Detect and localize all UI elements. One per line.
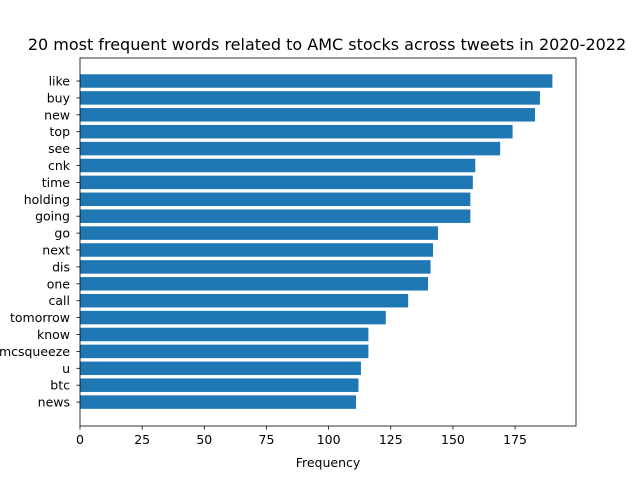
bar-dis [80,260,431,274]
bar-know [80,327,369,342]
y-tick-label: like [49,74,71,89]
bar-new [80,108,535,122]
y-tick-label: know [37,327,70,342]
x-tick-label: 50 [196,432,212,447]
y-tick-label: holding [24,192,70,207]
y-tick-label: tomorrow [10,310,70,325]
bar-tomorrow [80,310,386,325]
bar-holding [80,192,471,207]
bar-call [80,293,409,308]
bar-top [80,124,513,139]
x-tick-label: 100 [317,432,341,447]
y-tick-label: go [54,226,70,241]
x-axis-ticks: 0 25 50 75 100 125 150 175 [76,426,527,447]
bar-news [80,395,356,409]
y-tick-label: new [44,107,70,122]
y-tick-label: amcsqueeze [0,344,70,359]
y-tick-label: going [35,209,70,224]
bars-layer [80,74,553,409]
y-tick-label: next [42,243,70,258]
bar-like [80,74,553,88]
bar-cnk [80,158,476,173]
x-tick-label: 125 [379,432,403,447]
y-tick-label: news [38,395,70,410]
chart-title: 20 most frequent words related to AMC st… [28,35,626,54]
y-tick-label: call [49,293,70,308]
bar-u [80,361,361,376]
y-tick-label: see [48,141,70,156]
y-tick-label: dis [52,259,70,274]
y-tick-label: cnk [48,158,71,173]
y-tick-label: u [62,361,70,376]
bar-buy [80,91,540,105]
x-tick-label: 25 [134,432,150,447]
x-tick-label: 0 [76,432,84,447]
y-tick-label: buy [47,90,71,105]
x-axis-label: Frequency [296,455,361,470]
bar-next [80,243,434,257]
y-tick-label: one [47,276,71,291]
bar-time [80,175,473,190]
bar-see [80,141,501,156]
bar-amcsqueeze [80,344,369,359]
y-tick-label: btc [50,378,70,393]
bar-go [80,226,439,240]
plot-frame [79,57,577,427]
x-tick-label: 175 [503,432,527,447]
bar-one [80,277,429,291]
y-tick-label: top [50,124,71,139]
x-tick-label: 75 [259,432,275,447]
bar-btc [80,378,359,392]
bar-going [80,209,471,223]
y-tick-label: time [42,175,71,190]
x-tick-label: 150 [441,432,465,447]
